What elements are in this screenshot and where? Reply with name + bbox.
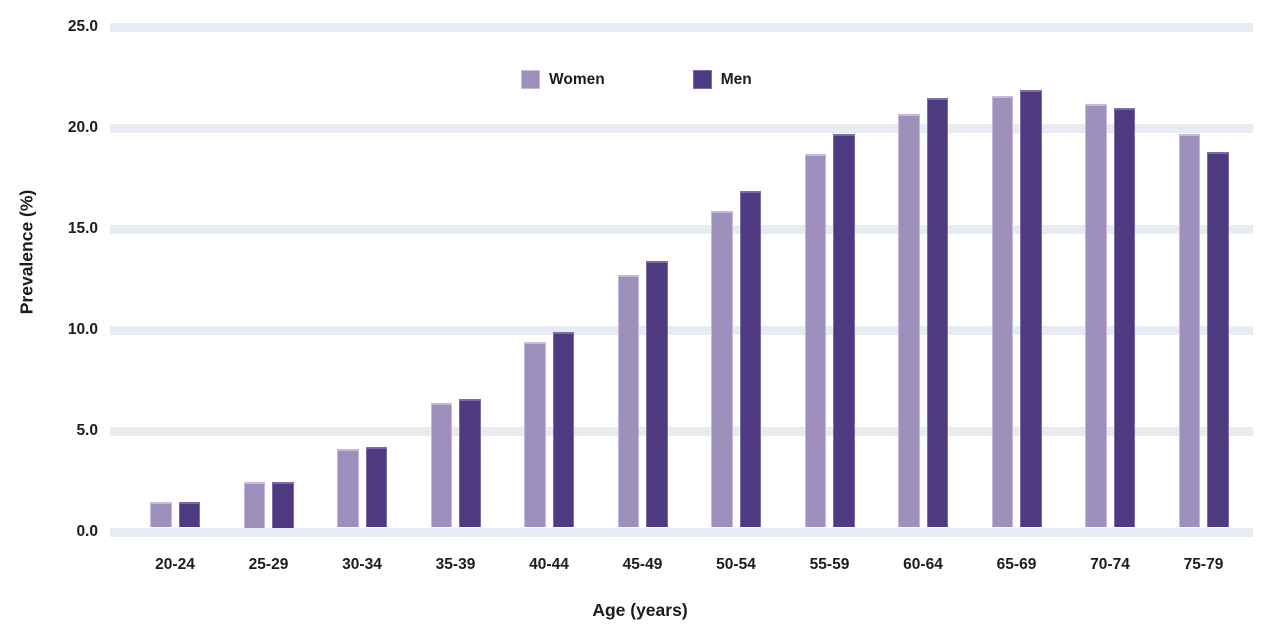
y-tick-label-10.0: 10.0 — [67, 321, 98, 338]
legend-item-men: Men — [692, 70, 752, 89]
gridline-0.0 — [110, 527, 1253, 537]
bar-women-30-34 — [337, 449, 359, 528]
bar-women-20-24 — [150, 501, 172, 528]
x-tick-label-70-74: 70-74 — [1090, 556, 1130, 573]
y-tick-label-15.0: 15.0 — [67, 220, 98, 237]
bar-women-40-44 — [524, 342, 546, 528]
women-legend-swatch — [521, 70, 540, 89]
bar-women-55-59 — [804, 154, 826, 528]
x-tick-label-50-54: 50-54 — [716, 556, 756, 573]
x-tick-label-65-69: 65-69 — [996, 556, 1037, 573]
women-legend-label: Women — [549, 70, 605, 88]
y-tick-label-5.0: 5.0 — [76, 422, 98, 439]
bar-men-45-49 — [646, 261, 668, 528]
bar-men-40-44 — [552, 332, 574, 528]
bar-women-35-39 — [430, 402, 452, 528]
bar-men-50-54 — [739, 190, 761, 528]
bar-women-75-79 — [1178, 134, 1200, 528]
y-axis-title: Prevalence (%) — [16, 189, 37, 315]
x-tick-label-60-64: 60-64 — [903, 556, 943, 573]
gridline-15.0 — [110, 224, 1253, 234]
bar-men-35-39 — [459, 398, 481, 528]
bar-men-55-59 — [833, 134, 855, 528]
bar-women-70-74 — [1085, 103, 1107, 528]
x-tick-label-40-44: 40-44 — [529, 556, 569, 573]
bar-men-70-74 — [1113, 107, 1135, 528]
x-tick-label-30-34: 30-34 — [342, 556, 382, 573]
bar-men-65-69 — [1020, 89, 1042, 528]
gridline-5.0 — [110, 426, 1253, 436]
bar-men-60-64 — [926, 97, 948, 528]
bar-women-50-54 — [711, 210, 733, 528]
x-tick-label-20-24: 20-24 — [155, 556, 195, 573]
x-axis-title: Age (years) — [592, 600, 688, 620]
bar-women-65-69 — [991, 95, 1013, 528]
bar-men-30-34 — [365, 447, 387, 528]
bar-women-60-64 — [898, 113, 920, 528]
men-legend-swatch — [692, 70, 712, 89]
bar-men-75-79 — [1207, 152, 1229, 528]
x-tick-label-45-49: 45-49 — [622, 556, 663, 573]
gridline-10.0 — [110, 325, 1253, 335]
y-tick-label-25.0: 25.0 — [67, 18, 98, 35]
x-tick-label-35-39: 35-39 — [435, 556, 476, 573]
bar-women-45-49 — [617, 275, 639, 528]
x-tick-label-55-59: 55-59 — [809, 556, 850, 573]
bar-women-25-29 — [243, 481, 265, 528]
legend: Women Men — [521, 70, 752, 89]
legend-item-women: Women — [521, 70, 605, 89]
bar-men-25-29 — [272, 481, 294, 528]
x-tick-label-25-29: 25-29 — [248, 556, 289, 573]
bar-men-20-24 — [178, 501, 200, 528]
y-tick-label-0.0: 0.0 — [76, 523, 98, 540]
y-tick-label-20.0: 20.0 — [67, 119, 98, 136]
men-legend-label: Men — [720, 70, 752, 88]
gridline-25.0 — [110, 22, 1253, 32]
gridline-20.0 — [110, 123, 1253, 133]
x-tick-label-75-79: 75-79 — [1183, 556, 1224, 573]
